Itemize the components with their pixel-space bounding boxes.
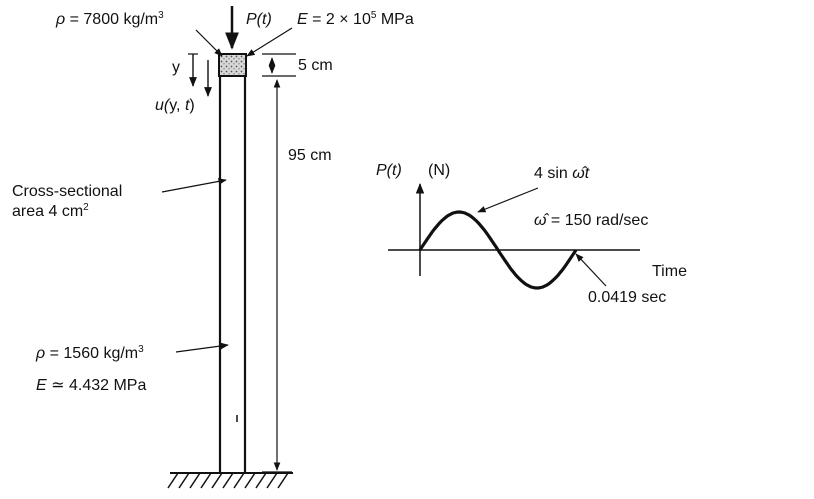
plot-ylabel-unit: (N) [428,162,451,179]
curve-label-leader [477,187,539,213]
cross-section-label-line2: area 4 cm2 [12,202,89,220]
period-leader [575,253,607,287]
y-coordinate-label: y [172,59,180,76]
block-height-label: 5 cm [298,57,333,74]
curve-label: 4 sin ω̂t [534,165,590,182]
column-density-label: ρ = 1560 kg/m3 [36,344,144,362]
frequency-label: ω̂ = 150 rad/sec [534,212,649,229]
cross-section-label-line1: Cross-sectional [12,183,123,200]
lower-density-leader [175,342,229,353]
column-modulus-label: E ≃ 4.432 MPa [36,377,147,394]
period-label: 0.0419 sec [588,289,667,306]
displacement-label: u(y, t) [155,97,195,114]
area-leader [161,178,227,193]
time-axis-label: Time [652,263,687,280]
sine-curve [418,210,578,290]
column-length-label: 95 cm [288,147,332,164]
top-density-leader [195,29,223,57]
top-mass-block [218,53,247,77]
top-modulus-leader [246,27,293,57]
top-modulus-label: E = 2 × 105 MPa [297,10,414,28]
top-density-label: ρ = 7800 kg/m3 [56,10,164,28]
load-label: P(t) [246,11,272,28]
ground-hatching [167,472,289,489]
plot-ylabel: P(t) [376,162,402,179]
